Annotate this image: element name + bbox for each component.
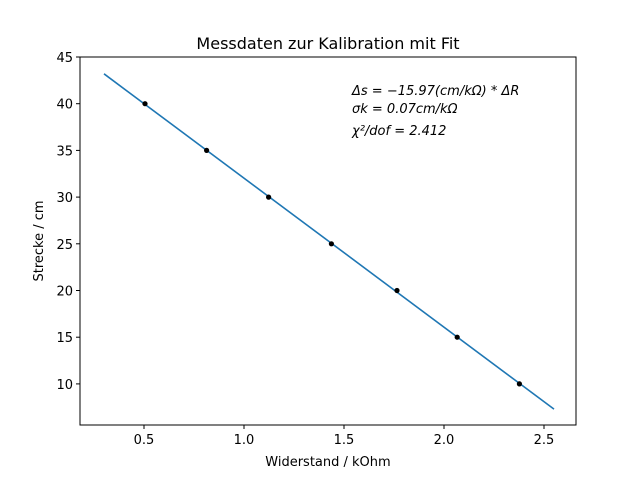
data-point — [516, 381, 523, 387]
x-axis-ticks: 0.5 1.0 1.5 2.0 2.5 — [134, 425, 555, 448]
x-tick-label: 2.0 — [434, 433, 455, 448]
data-point — [142, 101, 148, 107]
fit-line — [103, 73, 555, 410]
fit-equation: Δs = −15.97(cm/kΩ) * ΔR — [351, 84, 519, 99]
y-axis-ticks: 10 15 20 25 30 35 40 45 — [56, 51, 80, 393]
data-points-layer — [142, 101, 523, 387]
plot-area — [103, 73, 555, 410]
fit-annotations: Δs = −15.97(cm/kΩ) * ΔR σk = 0.07cm/kΩ χ… — [351, 84, 519, 139]
data-point — [204, 147, 210, 153]
data-point — [454, 334, 460, 340]
y-tick-label: 20 — [56, 285, 73, 300]
data-point — [266, 194, 272, 200]
data-point — [394, 287, 400, 294]
x-tick-label: 1.5 — [334, 433, 355, 448]
y-tick-label: 25 — [56, 238, 73, 253]
chart-title: Messdaten zur Kalibration mit Fit — [196, 34, 459, 53]
fit-chi2: χ²/dof = 2.412 — [351, 124, 446, 139]
y-axis-label: Strecke / cm — [32, 200, 47, 281]
fit-sigma: σk = 0.07cm/kΩ — [352, 102, 458, 117]
y-tick-label: 10 — [56, 378, 73, 393]
y-tick-label: 35 — [56, 144, 73, 159]
x-tick-label: 0.5 — [134, 433, 155, 448]
y-tick-label: 45 — [56, 51, 73, 66]
y-tick-label: 30 — [56, 191, 73, 206]
data-point — [328, 241, 334, 247]
axes-frame — [79, 56, 577, 426]
x-axis-label: Widerstand / kOhm — [265, 455, 390, 470]
x-tick-label: 2.5 — [534, 433, 555, 448]
y-tick-label: 40 — [56, 98, 73, 113]
y-tick-label: 15 — [56, 331, 73, 346]
x-tick-label: 1.0 — [234, 433, 255, 448]
fit-line-layer — [103, 73, 555, 410]
